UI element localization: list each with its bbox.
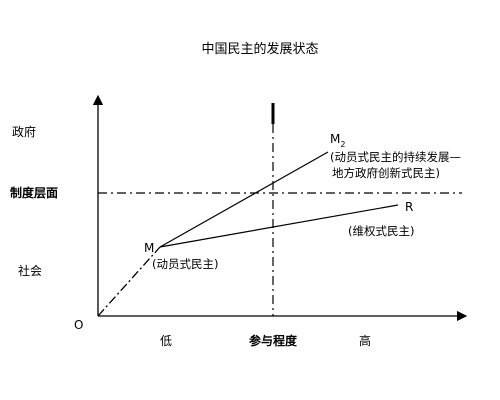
y-label-institutional: 制度层面: [10, 185, 58, 200]
y-label-government: 政府: [12, 124, 36, 139]
point-m2-description-line2: 地方政府创新式民主): [332, 166, 440, 180]
point-m-description: (动员式民主): [152, 257, 218, 271]
point-m-label: M: [144, 241, 154, 255]
diagram-title: 中国民主的发展状态: [201, 41, 318, 57]
point-m2-label: M2: [330, 132, 345, 149]
x-label-low: 低: [160, 334, 172, 348]
x-label-high: 高: [359, 333, 371, 348]
point-r-description: (维权式民主): [348, 224, 414, 238]
origin-label: O: [74, 318, 83, 332]
point-r-label: R: [405, 200, 413, 214]
line-m-to-r: [159, 204, 399, 248]
x-label-participation: 参与程度: [249, 333, 298, 348]
y-label-society: 社会: [18, 263, 42, 278]
point-m2-description-line1: (动员式民主的持续发展—: [330, 150, 461, 164]
line-o-to-m: [97, 246, 161, 317]
line-m-to-m2: [159, 151, 329, 248]
